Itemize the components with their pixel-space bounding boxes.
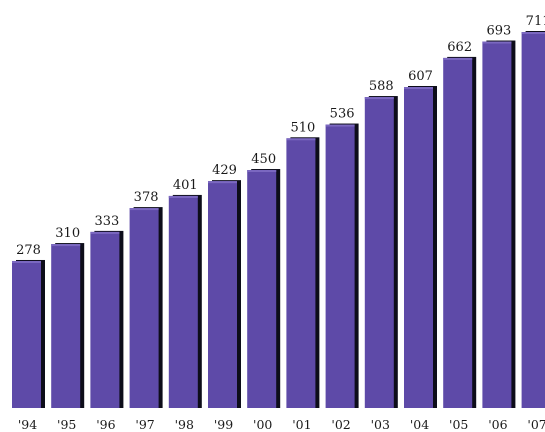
bar-body	[168, 195, 198, 408]
bar-body	[90, 231, 120, 408]
bar-body	[208, 181, 237, 408]
bar-body	[404, 86, 433, 408]
value-label: 429	[212, 163, 237, 178]
bar-body	[286, 138, 316, 409]
bar-13	[521, 31, 545, 408]
x-tick-label: '98	[175, 417, 194, 432]
bar-3	[129, 207, 163, 408]
x-tick-label: '94	[18, 417, 37, 432]
bar-body	[443, 57, 473, 408]
value-label: 588	[369, 79, 394, 94]
bar-body	[51, 244, 81, 408]
bar-top-edge	[286, 138, 316, 141]
x-tick-label: '05	[449, 417, 468, 432]
bar-body	[521, 32, 545, 408]
bar-top-edge	[12, 260, 41, 263]
bar-body	[129, 208, 159, 408]
x-tick-labels-group: '94 '95 '96 '97 '98 '99 '00 '01 '02 '03 '04 '05 '06 '…	[18, 417, 545, 432]
bar-2	[90, 230, 124, 408]
bar-top-edge	[90, 231, 120, 234]
bar-top-edge	[364, 97, 394, 100]
bar-top-edge	[168, 195, 198, 198]
value-labels-group: 278 310 333 378 401 429 450 510 536 588 607 662 693 7…	[16, 14, 545, 258]
x-tick-label: '04	[410, 417, 429, 432]
x-tick-label: '97	[135, 417, 154, 432]
value-label: 333	[94, 214, 119, 229]
bar-body	[12, 260, 41, 408]
bar-body	[482, 41, 512, 409]
bar-8	[325, 123, 359, 408]
x-tick-label: '07	[527, 417, 545, 432]
x-tick-label: '96	[96, 417, 115, 432]
value-label: 693	[486, 24, 511, 39]
value-label: 510	[290, 120, 315, 135]
bar-top-edge	[129, 208, 159, 211]
value-label: 401	[173, 178, 198, 193]
bars-group	[12, 31, 545, 409]
bar-top-edge	[325, 124, 355, 127]
value-label: 450	[251, 152, 276, 167]
bar-7	[286, 137, 320, 409]
bar-body	[325, 124, 355, 408]
x-tick-label: '02	[331, 417, 350, 432]
bar-1	[51, 243, 85, 408]
x-tick-label: '03	[371, 417, 390, 432]
x-tick-label: '99	[214, 417, 233, 432]
bar-body	[364, 97, 394, 408]
bar-4	[168, 194, 202, 408]
bar-11	[443, 56, 477, 408]
value-label: 662	[447, 40, 472, 55]
x-tick-label: '00	[253, 417, 272, 432]
bar-10	[404, 85, 437, 408]
bar-top-edge	[443, 57, 473, 60]
bar-top-edge	[482, 41, 512, 44]
bar-5	[208, 180, 241, 408]
bar-12	[482, 40, 516, 409]
bar-top-edge	[404, 86, 433, 89]
bar-9	[364, 96, 398, 408]
value-label: 378	[134, 190, 159, 205]
x-tick-label: '01	[292, 417, 311, 432]
bar-0	[12, 259, 45, 408]
x-tick-label: '95	[57, 417, 76, 432]
bar-top-edge	[51, 244, 81, 247]
value-label: 607	[408, 69, 433, 84]
bar-body	[247, 170, 277, 408]
value-label: 310	[55, 226, 80, 241]
bar-top-edge	[521, 32, 545, 34]
bar-top-edge	[208, 181, 237, 184]
bar-top-edge	[247, 170, 277, 173]
x-tick-label: '06	[488, 417, 507, 432]
value-label: 711	[526, 14, 545, 29]
bar-6	[247, 169, 281, 408]
value-label: 278	[16, 243, 41, 258]
value-label: 536	[330, 107, 355, 122]
